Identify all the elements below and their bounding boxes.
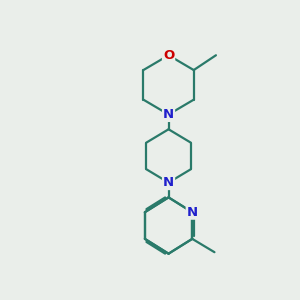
Text: N: N: [163, 108, 174, 121]
Text: O: O: [163, 49, 174, 62]
Text: N: N: [187, 206, 198, 219]
Text: N: N: [163, 176, 174, 189]
